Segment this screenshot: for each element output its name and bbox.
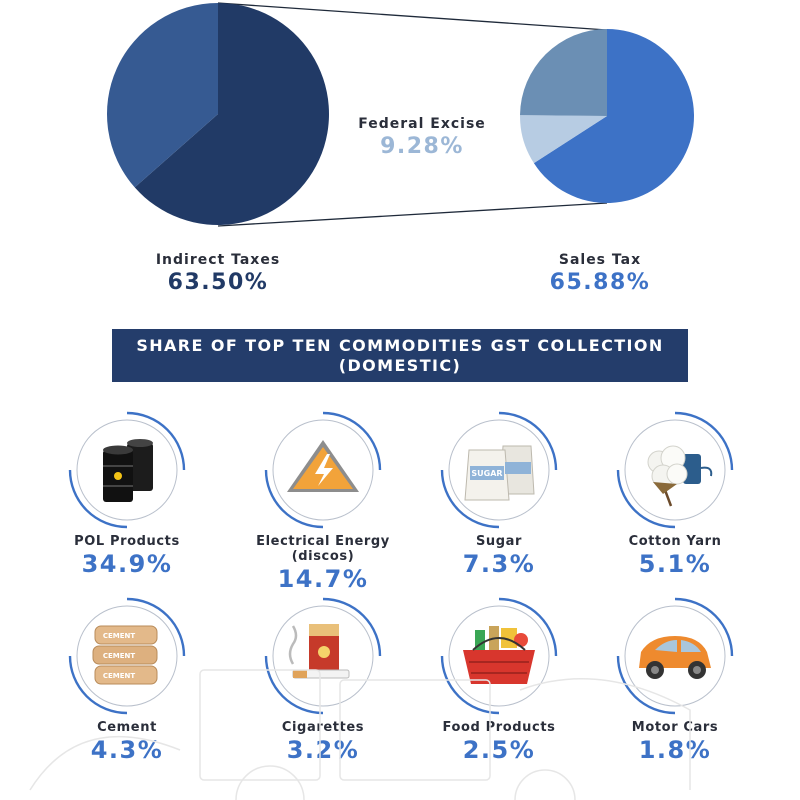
connector-line-bottom: [217, 202, 608, 227]
commodity-name: Sugar: [475, 534, 523, 549]
commodity-sugar: SUGAR Sugar 7.3%: [404, 410, 594, 578]
ring-frame: [67, 410, 187, 530]
pie-slice-other: [106, 3, 218, 188]
commodity-pct: 7.3%: [462, 550, 536, 578]
banner-title-line2: (DOMESTIC): [338, 355, 462, 375]
commodity-cotton-yarn: Cotton Yarn 5.1%: [580, 410, 770, 578]
ring-frame: [439, 596, 559, 716]
cement-bag-label: CEMENT: [103, 672, 136, 680]
indirect-taxes-pie: [106, 3, 329, 226]
sugar-sack-label: SUGAR: [471, 469, 502, 478]
electricity-warning-icon: [264, 411, 382, 529]
sugar-sacks-icon: SUGAR: [440, 411, 558, 529]
oil-barrels-icon: [68, 411, 186, 529]
commodities-banner: SHARE OF TOP TEN COMMODITIES GST COLLECT…: [112, 329, 688, 382]
background-sketch-illustration: [29, 669, 691, 800]
cement-bag-label: CEMENT: [103, 632, 136, 640]
commodity-pct: 2.5%: [462, 736, 536, 764]
cigarettes-icon: [264, 597, 382, 715]
ring-frame: [615, 410, 735, 530]
commodity-pct: 14.7%: [277, 565, 369, 593]
ring-frame: [263, 596, 383, 716]
sales-tax-pie: [520, 29, 694, 203]
pie-slice-indirect-taxes: [134, 3, 329, 226]
commodity-electrical-energy: Electrical Energy (discos) 14.7%: [223, 410, 423, 593]
connector-line-top: [217, 2, 608, 31]
cement-bags-icon: CEMENT CEMENT CEMENT: [68, 597, 186, 715]
pie-slice-sales-tax: [533, 29, 694, 203]
commodity-motor-cars: Motor Cars 1.8%: [580, 596, 770, 764]
commodity-pol-products: POL Products 34.9%: [32, 410, 222, 578]
sales-tax-name: Sales Tax: [558, 252, 642, 268]
indirect-taxes-label: Indirect Taxes 63.50%: [88, 252, 348, 295]
commodity-cement: CEMENT CEMENT CEMENT Cement 4.3%: [32, 596, 222, 764]
commodity-pct: 5.1%: [638, 550, 712, 578]
ring-frame: [615, 596, 735, 716]
commodity-name: Cotton Yarn: [628, 534, 722, 549]
motor-car-icon: [616, 597, 734, 715]
commodity-name: Food Products: [442, 720, 556, 735]
pie-charts: [106, 2, 694, 227]
banner-title-line1: SHARE OF TOP TEN COMMODITIES GST COLLECT…: [136, 335, 664, 355]
federal-excise-name: Federal Excise: [358, 116, 486, 132]
indirect-taxes-name: Indirect Taxes: [155, 252, 281, 268]
commodity-pct: 3.2%: [286, 736, 360, 764]
sales-tax-label: Sales Tax 65.88%: [470, 252, 730, 295]
ring-frame: CEMENT CEMENT CEMENT: [67, 596, 187, 716]
commodity-name: Cigarettes: [281, 720, 365, 735]
commodity-name: Electrical Energy (discos): [256, 534, 390, 564]
ring-frame: [263, 410, 383, 530]
pie-slice-federal-excise: [520, 115, 607, 164]
pie-slice-other: [520, 29, 607, 116]
commodity-cigarettes: Cigarettes 3.2%: [223, 596, 423, 764]
food-basket-icon: [440, 597, 558, 715]
sales-tax-pct: 65.88%: [549, 270, 651, 295]
commodity-name: POL Products: [74, 534, 180, 549]
commodity-name: Motor Cars: [631, 720, 719, 735]
commodity-pct: 34.9%: [81, 550, 173, 578]
commodity-name: Cement: [97, 720, 157, 735]
cement-bag-label: CEMENT: [103, 652, 136, 660]
indirect-taxes-pct: 63.50%: [167, 270, 269, 295]
commodity-pct: 1.8%: [638, 736, 712, 764]
ring-frame: SUGAR: [439, 410, 559, 530]
federal-excise-label: Federal Excise 9.28%: [292, 116, 552, 159]
cotton-yarn-icon: [616, 411, 734, 529]
commodity-food-products: Food Products 2.5%: [404, 596, 594, 764]
federal-excise-pct: 9.28%: [380, 134, 464, 159]
